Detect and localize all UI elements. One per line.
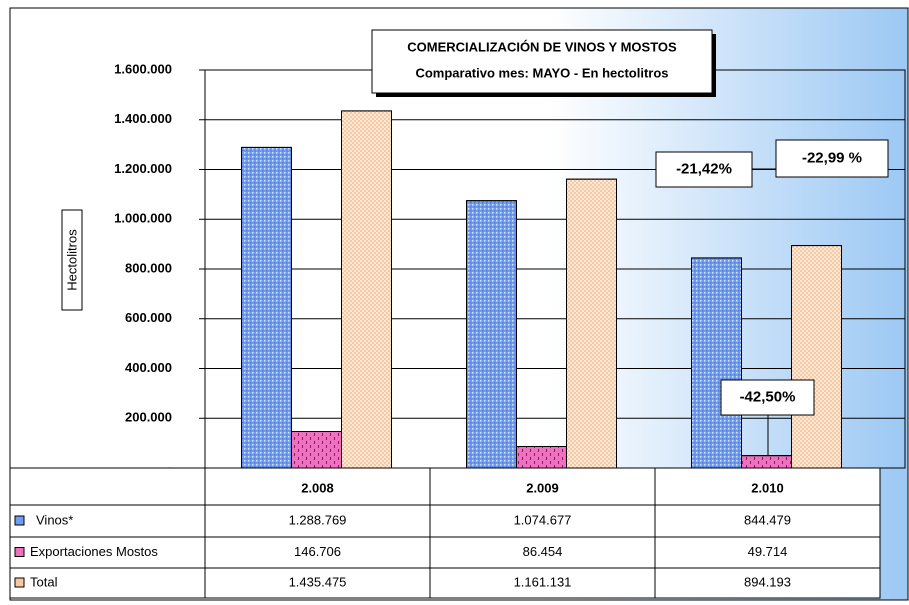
table-value: 146.706 xyxy=(294,544,341,559)
table-value: 894.193 xyxy=(744,574,791,589)
y-tick-label: 1.400.000 xyxy=(114,111,172,126)
x-tick-label: 2.010 xyxy=(751,480,784,495)
table-value: 1.435.475 xyxy=(289,574,347,589)
bar-texture xyxy=(291,431,342,469)
x-tick-label: 2.008 xyxy=(301,480,334,495)
y-tick-label: - xyxy=(168,459,172,474)
y-tick-label: 800.000 xyxy=(125,260,172,275)
title-box xyxy=(371,29,713,94)
y-tick-label: 400.000 xyxy=(125,360,172,375)
table-value: 86.454 xyxy=(523,544,563,559)
y-tick-label: 1.200.000 xyxy=(114,161,172,176)
legend-key xyxy=(14,577,25,588)
bar-texture xyxy=(791,245,842,469)
table-value: 1.288.769 xyxy=(289,512,347,527)
table-value: 844.479 xyxy=(744,512,791,527)
bar-texture xyxy=(466,200,517,469)
annotation-box xyxy=(775,139,889,178)
annotation-box xyxy=(655,151,753,188)
y-label-box xyxy=(61,209,83,311)
bar-texture xyxy=(741,455,792,469)
table-value: 49.714 xyxy=(748,544,788,559)
table-value: 1.161.131 xyxy=(514,574,572,589)
annotation: -21,42% xyxy=(676,160,732,177)
legend-label: Total xyxy=(30,574,58,589)
table-value: 1.074.677 xyxy=(514,512,572,527)
bar-texture xyxy=(241,146,292,469)
legend-key xyxy=(14,515,25,526)
y-tick-label: 200.000 xyxy=(125,410,172,425)
bar-texture xyxy=(691,257,742,469)
bar-texture xyxy=(341,110,392,469)
annotation: -42,50% xyxy=(740,388,796,405)
legend-label: Exportaciones Mostos xyxy=(30,544,158,559)
annotation-box xyxy=(720,379,815,416)
x-tick-label: 2.009 xyxy=(526,480,559,495)
legend-label: Vinos* xyxy=(36,512,73,527)
chart-subtitle: Comparativo mes: MAYO - En hectolitros xyxy=(415,65,668,80)
y-axis-label: Hectolitros xyxy=(64,229,79,291)
bar-texture xyxy=(516,445,567,469)
y-tick-label: 600.000 xyxy=(125,310,172,325)
bar-texture xyxy=(566,178,617,469)
y-tick-label: 1.600.000 xyxy=(114,61,172,76)
annotation: -22,99 % xyxy=(802,149,862,166)
y-tick-label: 1.000.000 xyxy=(114,211,172,226)
chart-title: COMERCIALIZACIÓN DE VINOS Y MOSTOS xyxy=(407,39,677,54)
legend-key xyxy=(14,547,25,557)
